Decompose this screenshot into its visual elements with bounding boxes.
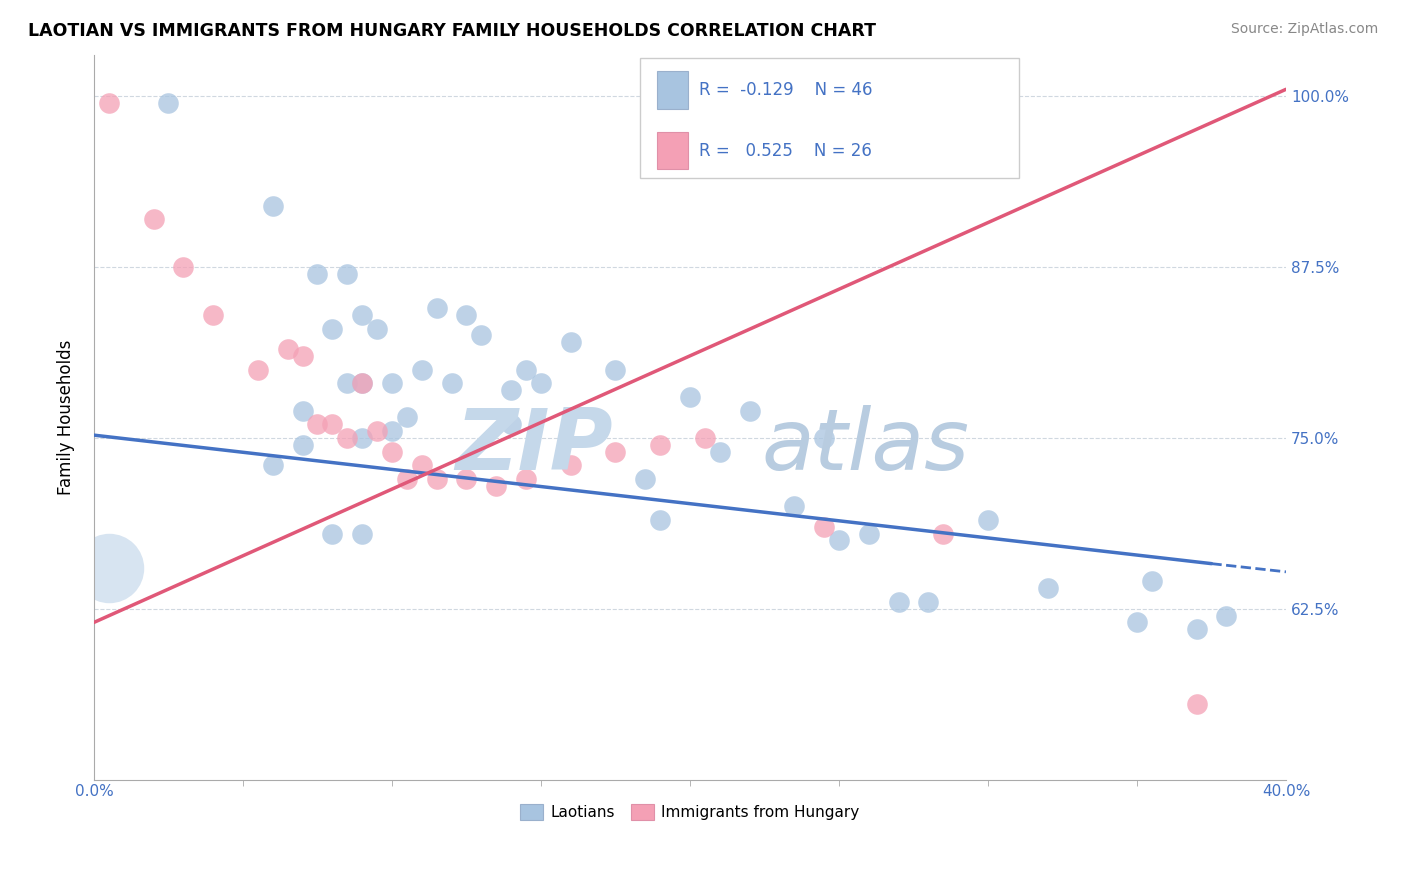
Point — [501, 417, 523, 432]
Point — [530, 376, 553, 391]
Point — [605, 362, 627, 376]
Point — [381, 424, 404, 438]
Point — [501, 383, 523, 397]
Point — [977, 513, 1000, 527]
Text: R =   0.525    N = 26: R = 0.525 N = 26 — [699, 142, 872, 160]
Point — [828, 533, 851, 548]
Point — [1126, 615, 1149, 630]
Point — [336, 431, 359, 445]
Point — [650, 438, 672, 452]
Point — [650, 513, 672, 527]
Point — [291, 438, 314, 452]
Point — [307, 267, 329, 281]
Point — [426, 301, 449, 315]
Point — [813, 520, 835, 534]
Point — [887, 595, 910, 609]
Point — [813, 431, 835, 445]
Point — [395, 410, 418, 425]
Point — [560, 335, 582, 350]
Point — [693, 431, 716, 445]
Point — [366, 321, 388, 335]
Point — [352, 308, 374, 322]
Point — [679, 390, 702, 404]
Point — [634, 472, 657, 486]
Point — [381, 444, 404, 458]
Legend: Laotians, Immigrants from Hungary: Laotians, Immigrants from Hungary — [515, 798, 866, 826]
Point — [262, 458, 284, 473]
Point — [709, 444, 731, 458]
Point — [97, 95, 120, 110]
Point — [917, 595, 939, 609]
Point — [246, 362, 269, 376]
Text: R =  -0.129    N = 46: R = -0.129 N = 46 — [699, 81, 872, 99]
Point — [321, 321, 343, 335]
Point — [202, 308, 225, 322]
Point — [172, 260, 194, 274]
Point — [456, 308, 478, 322]
Point — [336, 267, 359, 281]
Point — [1185, 698, 1208, 712]
Text: Source: ZipAtlas.com: Source: ZipAtlas.com — [1230, 22, 1378, 37]
Text: LAOTIAN VS IMMIGRANTS FROM HUNGARY FAMILY HOUSEHOLDS CORRELATION CHART: LAOTIAN VS IMMIGRANTS FROM HUNGARY FAMIL… — [28, 22, 876, 40]
Point — [395, 472, 418, 486]
Point — [97, 560, 120, 574]
Point — [932, 526, 955, 541]
Point — [336, 376, 359, 391]
Point — [352, 431, 374, 445]
Point — [307, 417, 329, 432]
Point — [352, 376, 374, 391]
Point — [426, 472, 449, 486]
Point — [411, 362, 433, 376]
Point — [321, 417, 343, 432]
Point — [277, 342, 299, 356]
Y-axis label: Family Households: Family Households — [58, 340, 75, 495]
Point — [515, 472, 537, 486]
Point — [381, 376, 404, 391]
Point — [1036, 581, 1059, 595]
Point — [321, 526, 343, 541]
Point — [858, 526, 880, 541]
Text: atlas: atlas — [762, 405, 970, 488]
Text: ZIP: ZIP — [454, 405, 613, 488]
Point — [291, 403, 314, 417]
Point — [352, 526, 374, 541]
Point — [142, 212, 165, 227]
Point — [515, 362, 537, 376]
Point — [411, 458, 433, 473]
Point — [1140, 574, 1163, 589]
Point — [485, 479, 508, 493]
Point — [291, 349, 314, 363]
Point — [157, 95, 180, 110]
Point — [560, 458, 582, 473]
Point — [352, 376, 374, 391]
Point — [470, 328, 492, 343]
Point — [456, 472, 478, 486]
Point — [262, 198, 284, 212]
Point — [738, 403, 761, 417]
Point — [366, 424, 388, 438]
Point — [783, 500, 806, 514]
Point — [605, 444, 627, 458]
Point — [440, 376, 463, 391]
Point — [1185, 622, 1208, 636]
Point — [1215, 608, 1237, 623]
